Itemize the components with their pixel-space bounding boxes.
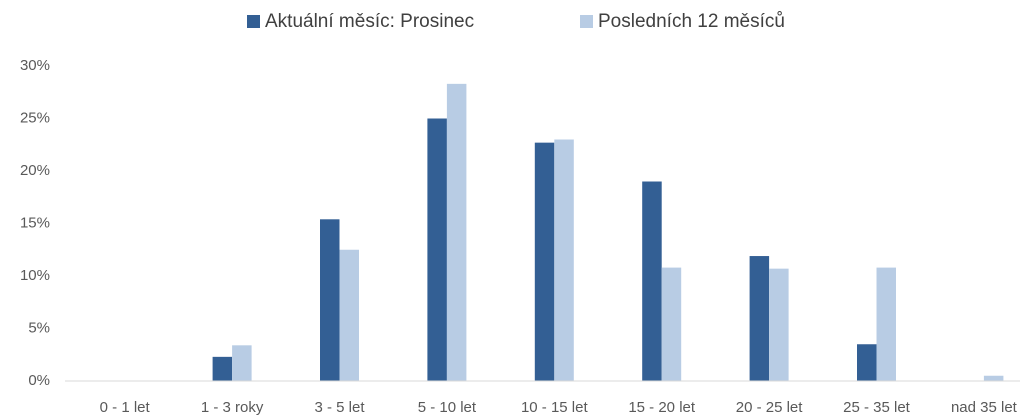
bar: [534, 142, 555, 381]
bar: [661, 267, 682, 381]
x-tick-label: 1 - 3 roky: [201, 399, 264, 416]
bar: [554, 139, 574, 381]
bar: [320, 219, 340, 381]
legend-label: Posledních 12 měsíců: [598, 11, 785, 32]
x-tick-label: 10 - 15 let: [521, 399, 589, 416]
x-tick-label: 0 - 1 let: [100, 399, 151, 416]
bar: [769, 268, 789, 381]
legend-swatch: [580, 15, 593, 28]
x-tick-label: nad 35 let: [951, 399, 1018, 416]
x-tick-label: 20 - 25 let: [736, 399, 804, 416]
bar: [857, 344, 877, 381]
x-tick-label: 25 - 35 let: [843, 399, 911, 416]
legend-label: Aktuální měsíc: Prosinec: [265, 11, 474, 32]
x-tick-label: 15 - 20 let: [628, 399, 696, 416]
bar: [983, 375, 1004, 381]
y-tick-label: 5%: [28, 319, 50, 336]
y-tick-label: 30%: [20, 57, 50, 74]
bar: [876, 267, 896, 381]
bar: [427, 118, 447, 381]
bar: [339, 249, 359, 381]
bar: [642, 181, 662, 381]
bar: [212, 356, 233, 381]
bar: [749, 256, 770, 381]
bar: [446, 83, 467, 381]
x-tick-label: 3 - 5 let: [314, 399, 365, 416]
legend-swatch: [247, 15, 260, 28]
y-tick-label: 25%: [20, 109, 50, 126]
y-tick-label: 20%: [20, 162, 50, 179]
x-tick-label: 5 - 10 let: [418, 399, 477, 416]
y-tick-label: 10%: [20, 267, 50, 284]
bar: [232, 345, 252, 381]
y-tick-label: 15%: [20, 214, 50, 231]
y-tick-label: 0%: [28, 372, 50, 389]
